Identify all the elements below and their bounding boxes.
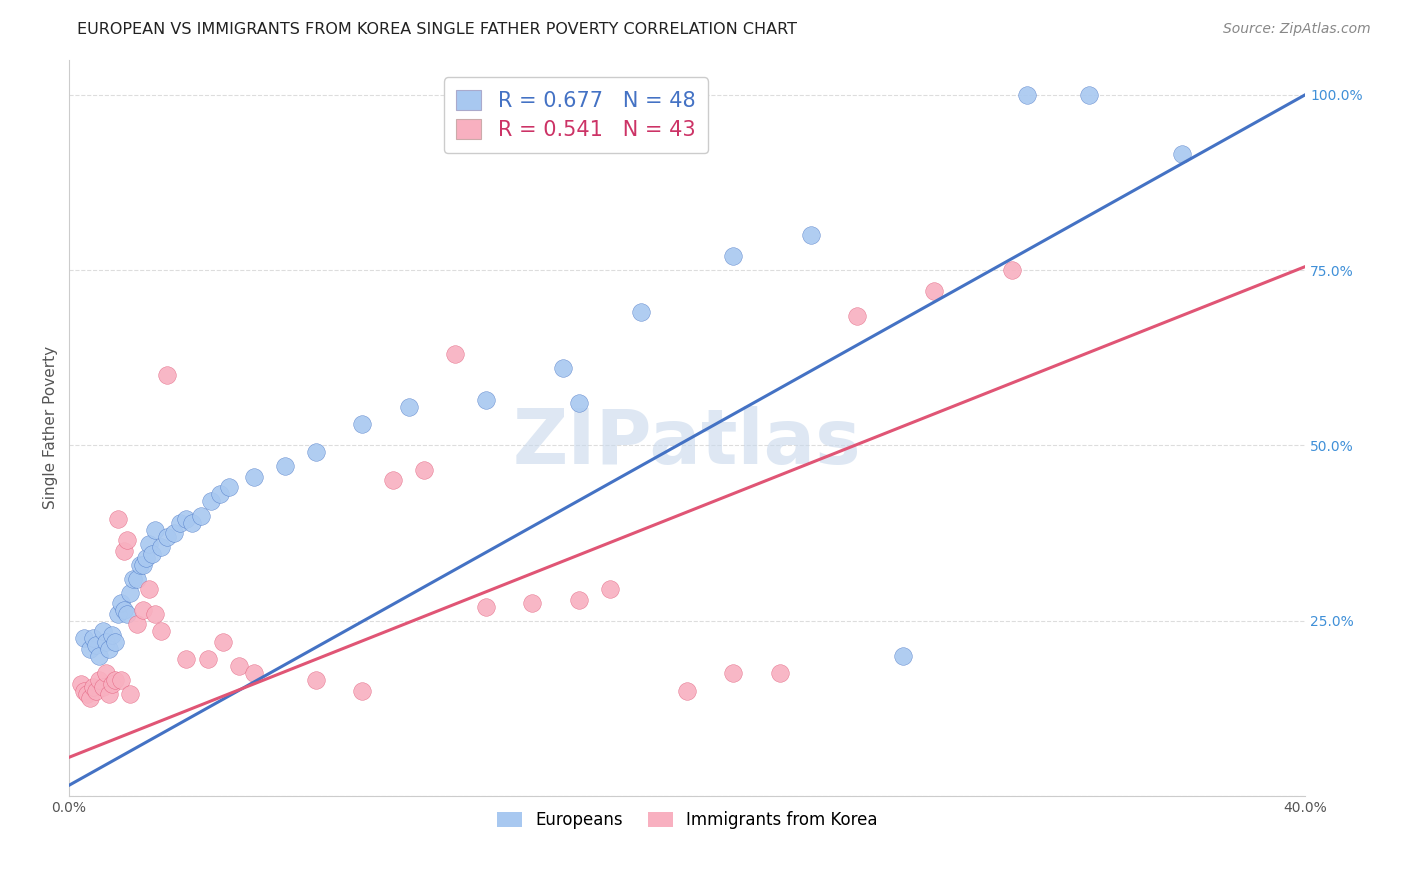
Point: [91, 624, 114, 639]
Point: [218, 480, 240, 494]
Point: [243, 470, 266, 484]
Point: [89, 673, 111, 688]
Point: [86, 638, 108, 652]
Point: [143, 523, 166, 537]
Point: [89, 648, 111, 663]
Point: [228, 659, 250, 673]
Point: [132, 558, 155, 572]
Point: [122, 572, 145, 586]
Point: [73, 632, 96, 646]
Point: [676, 684, 699, 698]
Point: [209, 487, 232, 501]
Point: [107, 607, 129, 621]
Point: [243, 666, 266, 681]
Point: [97, 687, 120, 701]
Point: [135, 550, 157, 565]
Point: [1017, 87, 1039, 102]
Point: [112, 603, 135, 617]
Point: [352, 684, 374, 698]
Point: [200, 494, 222, 508]
Point: [723, 249, 745, 263]
Point: [132, 603, 155, 617]
Point: [82, 681, 104, 695]
Point: [86, 684, 108, 698]
Point: [382, 474, 405, 488]
Point: [94, 634, 117, 648]
Point: [305, 445, 328, 459]
Point: [125, 572, 148, 586]
Text: EUROPEAN VS IMMIGRANTS FROM KOREA SINGLE FATHER POVERTY CORRELATION CHART: EUROPEAN VS IMMIGRANTS FROM KOREA SINGLE…: [77, 22, 797, 37]
Point: [107, 512, 129, 526]
Point: [128, 558, 150, 572]
Point: [110, 596, 132, 610]
Point: [475, 599, 498, 614]
Point: [79, 641, 101, 656]
Point: [120, 585, 142, 599]
Point: [70, 677, 93, 691]
Point: [97, 641, 120, 656]
Point: [197, 652, 219, 666]
Point: [769, 666, 792, 681]
Point: [138, 536, 160, 550]
Point: [398, 400, 420, 414]
Point: [73, 684, 96, 698]
Point: [553, 361, 575, 376]
Point: [352, 417, 374, 432]
Point: [174, 512, 197, 526]
Point: [190, 508, 212, 523]
Point: [522, 596, 544, 610]
Point: [156, 368, 179, 383]
Point: [104, 634, 127, 648]
Legend: Europeans, Immigrants from Korea: Europeans, Immigrants from Korea: [489, 805, 884, 836]
Point: [599, 582, 621, 597]
Point: [110, 673, 132, 688]
Point: [800, 227, 823, 242]
Point: [138, 582, 160, 597]
Point: [1077, 87, 1099, 102]
Point: [141, 547, 163, 561]
Point: [568, 396, 591, 410]
Point: [174, 652, 197, 666]
Point: [163, 526, 186, 541]
Point: [723, 666, 745, 681]
Point: [924, 284, 946, 298]
Point: [101, 628, 124, 642]
Point: [846, 309, 869, 323]
Point: [413, 463, 436, 477]
Point: [76, 687, 98, 701]
Point: [274, 459, 297, 474]
Point: [1170, 147, 1192, 161]
Text: ZIPatlas: ZIPatlas: [513, 406, 862, 480]
Point: [101, 677, 124, 691]
Point: [104, 673, 127, 688]
Y-axis label: Single Father Poverty: Single Father Poverty: [44, 346, 58, 509]
Point: [143, 607, 166, 621]
Point: [112, 543, 135, 558]
Point: [150, 624, 173, 639]
Point: [125, 617, 148, 632]
Point: [91, 681, 114, 695]
Point: [630, 305, 652, 319]
Point: [94, 666, 117, 681]
Point: [1001, 263, 1024, 277]
Point: [120, 687, 142, 701]
Point: [444, 347, 467, 361]
Point: [212, 634, 235, 648]
Point: [156, 530, 179, 544]
Point: [169, 516, 191, 530]
Point: [117, 533, 139, 547]
Point: [79, 690, 101, 705]
Point: [893, 648, 915, 663]
Point: [117, 607, 139, 621]
Point: [181, 516, 204, 530]
Point: [82, 632, 104, 646]
Point: [150, 540, 173, 554]
Point: [475, 392, 498, 407]
Point: [305, 673, 328, 688]
Point: [568, 592, 591, 607]
Text: Source: ZipAtlas.com: Source: ZipAtlas.com: [1223, 22, 1371, 37]
